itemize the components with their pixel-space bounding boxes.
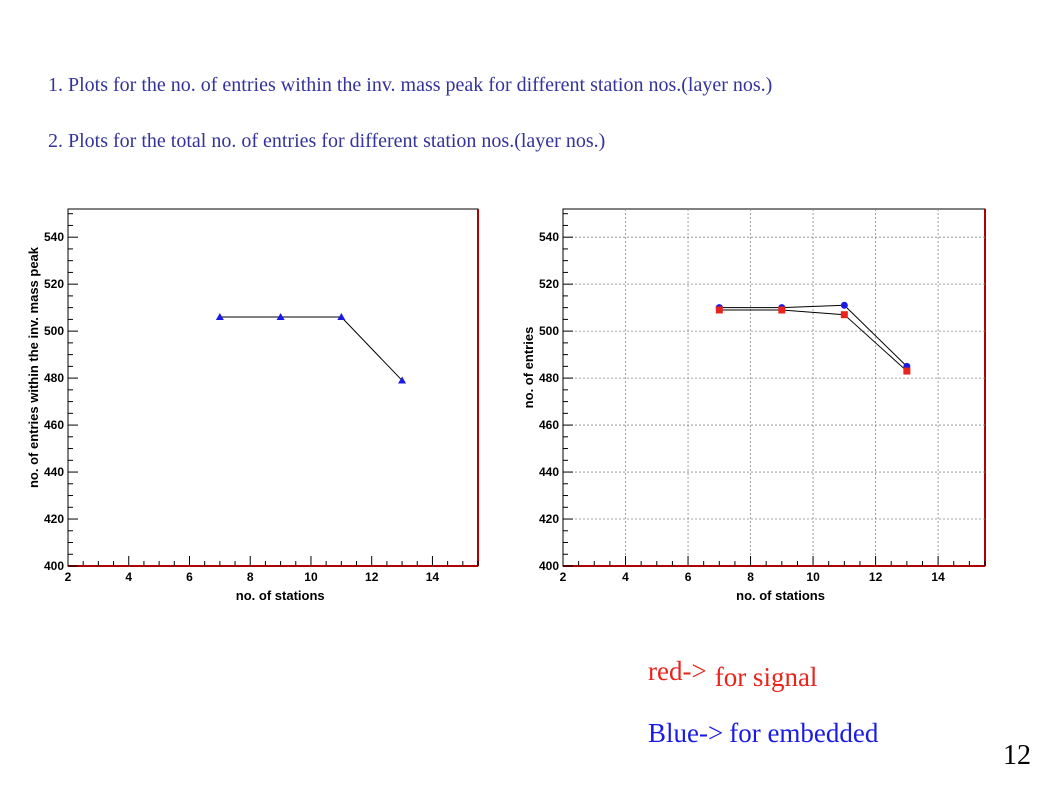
chart-right-series-0-point xyxy=(840,301,848,309)
chart-right-x-tick-label: 10 xyxy=(806,570,820,584)
chart-left-y-tick-label: 540 xyxy=(44,230,64,244)
chart-right-y-axis-title: no. of entries xyxy=(521,327,536,409)
chart-left-y-tick-label: 460 xyxy=(44,418,64,432)
chart-right-x-tick-label: 6 xyxy=(685,570,692,584)
chart-right-y-tick-label: 440 xyxy=(539,465,559,479)
chart-left-x-tick-label: 6 xyxy=(186,570,193,584)
chart-right-y-tick-label: 480 xyxy=(539,371,559,385)
chart-right-x-tick-label: 14 xyxy=(931,570,945,584)
chart-left-y-tick-label: 480 xyxy=(44,371,64,385)
chart-right-y-tick-label: 420 xyxy=(539,512,559,526)
legend-embedded-desc: for embedded xyxy=(729,718,879,748)
chart-left-y-tick-label: 400 xyxy=(44,559,64,573)
chart-left-y-axis-title: no. of entries within the inv. mass peak xyxy=(26,246,41,488)
chart-left-y-tick-label: 420 xyxy=(44,512,64,526)
chart-right-y-tick-label: 540 xyxy=(539,230,559,244)
chart-right-y-tick-label: 500 xyxy=(539,324,559,338)
chart-left-y-tick-label: 500 xyxy=(44,324,64,338)
chart-right-x-tick-label: 12 xyxy=(869,570,883,584)
note-line-1: 1. Plots for the no. of entries within t… xyxy=(48,74,773,96)
chart-left-series-0-line xyxy=(219,316,403,381)
chart-left-y-tick-label: 520 xyxy=(44,277,64,291)
chart-left-series-0-point xyxy=(215,313,224,321)
legend-embedded-key: Blue-> xyxy=(648,718,724,748)
chart-left-x-axis-title: no. of stations xyxy=(236,588,325,603)
chart-right-y-tick-label: 460 xyxy=(539,418,559,432)
chart-left-x-tick-label: 10 xyxy=(304,570,318,584)
chart-right-series-0-line xyxy=(719,304,908,367)
chart-right-x-axis-title: no. of stations xyxy=(736,588,825,603)
chart-left-plot-frame xyxy=(67,208,479,567)
chart-right-series-1-point xyxy=(840,311,848,319)
chart-right-plot-frame xyxy=(562,208,986,567)
chart-right-series-1-line xyxy=(719,309,908,372)
chart-left-x-tick-label: 2 xyxy=(65,570,72,584)
chart-right-y-tick-label: 400 xyxy=(539,559,559,573)
chart-total-entries: 2 4 6 8 10 12 14 400 420 440 460 480 500 520 540 no. of… xyxy=(515,196,991,608)
chart-right-x-tick-label: 8 xyxy=(747,570,754,584)
chart-left-x-tick-label: 8 xyxy=(247,570,254,584)
chart-right-series-1-point xyxy=(778,306,786,314)
legend-signal-desc: for signal xyxy=(714,662,818,692)
chart-left-x-tick-label: 14 xyxy=(426,570,440,584)
legend-embedded: Blue-> for embedded xyxy=(648,718,878,749)
chart-right-svg: 2 4 6 8 10 12 14 400 420 440 460 480 500 520 540 no. of… xyxy=(521,208,986,603)
note-line-2: 2. Plots for the total no. of entries fo… xyxy=(48,130,606,152)
chart-left-x-tick-label: 4 xyxy=(125,570,132,584)
chart-left-x-tick-label: 12 xyxy=(365,570,379,584)
chart-right-x-tick-label: 4 xyxy=(622,570,629,584)
chart-left-series-0-point xyxy=(276,313,285,321)
chart-right-series-1-point xyxy=(715,306,723,314)
chart-right-y-tick-label: 520 xyxy=(539,277,559,291)
legend-signal-key: red-> xyxy=(648,656,707,686)
chart-left-series-0-point xyxy=(398,376,407,384)
chart-right-x-tick-label: 2 xyxy=(560,570,567,584)
legend-signal: red-> for signal xyxy=(648,656,817,692)
chart-right-series-1-point xyxy=(903,367,911,375)
chart-entries-within-mass-peak: 2 4 6 8 10 12 14 400 420 440 460 480 500 520 540 no. of… xyxy=(26,196,486,608)
chart-left-series-0-point xyxy=(337,313,346,321)
chart-left-y-tick-label: 440 xyxy=(44,465,64,479)
page-number: 12 xyxy=(1003,740,1031,771)
